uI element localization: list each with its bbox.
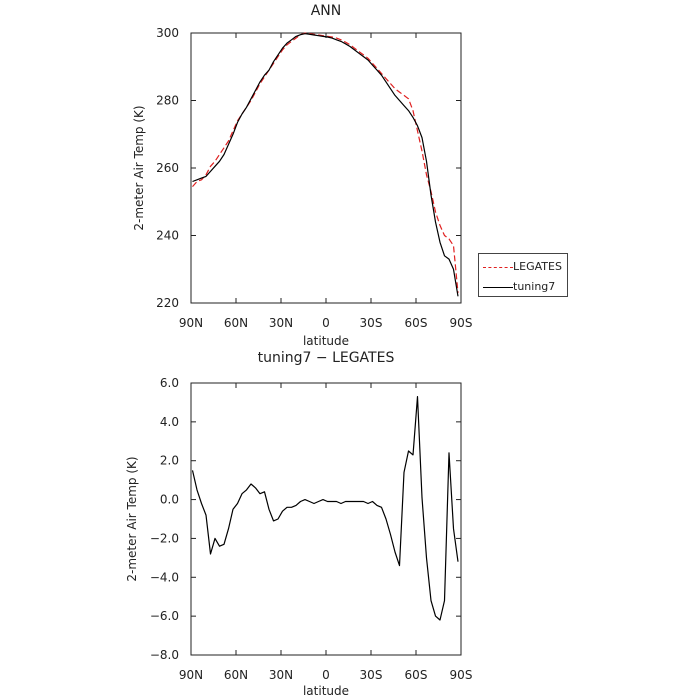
top-chart-title: ANN — [311, 3, 342, 19]
legend-label-tuning7: tuning7 — [513, 280, 556, 293]
legend-label-legates: LEGATES — [513, 260, 562, 273]
bottom-y-tick-label: 2.0 — [160, 454, 179, 468]
bottom-chart-title: tuning7 − LEGATES — [258, 350, 395, 366]
bottom-plot-frame — [190, 382, 462, 656]
bottom-y-axis-label: 2-meter Air Temp (K) — [125, 456, 139, 581]
legend: LEGATES tuning7 — [478, 253, 568, 297]
bottom-x-tick-label: 90S — [450, 668, 473, 682]
bottom-axis-ticks: 90N 60N 30N 0 30S 60S 90S −8.0 −6.0 −4.0 −2.0 0.0 2.… — [150, 376, 473, 682]
top-x-tick-label: 30N — [269, 316, 293, 330]
bottom-x-tick-label: 30S — [360, 668, 383, 682]
bottom-x-tick-label: 60N — [224, 668, 248, 682]
legend-swatch-tuning7 — [483, 287, 513, 288]
top-x-axis-label: latitude — [303, 334, 349, 348]
top-x-tick-label: 90N — [179, 316, 203, 330]
bottom-x-tick-label: 0 — [322, 668, 330, 682]
top-y-axis-label: 2-meter Air Temp (K) — [132, 105, 146, 230]
bottom-y-tick-label: 6.0 — [160, 376, 179, 390]
bottom-y-tick-label: −8.0 — [150, 648, 179, 662]
top-axis-ticks: 90N 60N 30N 0 30S 60S 90S 220 240 260 280 300 — [156, 26, 472, 330]
top-x-tick-label: 30S — [360, 316, 383, 330]
top-x-tick-label: 0 — [322, 316, 330, 330]
top-series-group — [192, 32, 459, 297]
top-panel: ANN 90N 60N 30N 0 30S 60S 90S 220 240 260 280 300 l… — [132, 3, 472, 348]
legend-item-tuning7: tuning7 — [479, 277, 567, 297]
bottom-panel: tuning7 − LEGATES 90N 60N 30N 0 30S 60S 90S −8.… — [125, 350, 472, 698]
bottom-y-tick-label: −4.0 — [150, 570, 179, 584]
top-y-tick-label: 300 — [156, 26, 179, 40]
bottom-x-axis-label: latitude — [303, 684, 349, 698]
bottom-x-tick-label: 60S — [405, 668, 428, 682]
top-series-line-legates — [192, 32, 459, 293]
top-series-line-tuning7 — [192, 33, 459, 297]
legend-swatch-legates — [483, 267, 513, 268]
bottom-y-tick-label: 4.0 — [160, 415, 179, 429]
legend-item-legates: LEGATES — [479, 257, 567, 277]
top-x-tick-label: 90S — [450, 316, 473, 330]
bottom-y-tick-label: 0.0 — [160, 493, 179, 507]
top-plot-frame — [190, 32, 462, 304]
top-y-tick-label: 220 — [156, 296, 179, 310]
bottom-series-line-difference — [191, 396, 459, 621]
top-x-tick-label: 60N — [224, 316, 248, 330]
bottom-y-tick-label: −2.0 — [150, 531, 179, 545]
top-y-tick-label: 260 — [156, 161, 179, 175]
top-x-tick-label: 60S — [405, 316, 428, 330]
top-y-tick-label: 240 — [156, 229, 179, 243]
top-y-tick-label: 280 — [156, 94, 179, 108]
bottom-y-tick-label: −6.0 — [150, 609, 179, 623]
bottom-x-tick-label: 30N — [269, 668, 293, 682]
bottom-x-tick-label: 90N — [179, 668, 203, 682]
bottom-series-group — [191, 396, 459, 621]
